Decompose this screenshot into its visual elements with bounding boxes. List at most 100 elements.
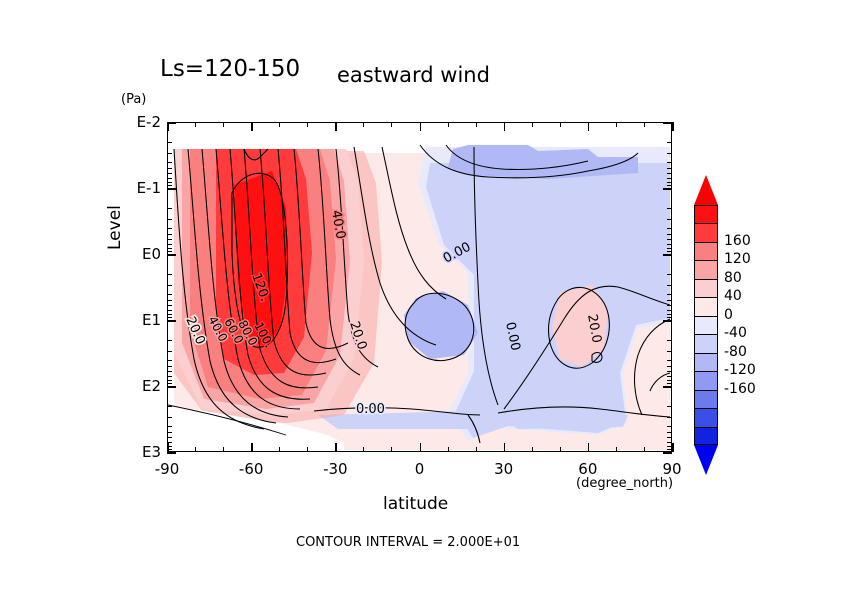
colorbar-band-9 — [694, 371, 718, 390]
y-minor-tick — [667, 219, 672, 221]
y-minor-tick — [667, 300, 672, 302]
y-minor-tick — [667, 285, 672, 287]
colorbar-tick-label-4: 0 — [724, 306, 733, 323]
y-minor-tick — [167, 239, 172, 241]
y-major-tick-3 — [167, 320, 176, 322]
y-axis-tick-label-4: E2 — [141, 377, 161, 395]
svg-text:40.0: 40.0 — [328, 209, 348, 240]
y-minor-tick — [167, 366, 172, 368]
y-minor-tick — [667, 379, 672, 381]
y-minor-tick — [667, 305, 672, 307]
x-minor-tick — [391, 122, 393, 127]
y-minor-tick — [167, 405, 172, 407]
x-minor-tick — [503, 447, 505, 452]
x-minor-tick — [587, 447, 589, 452]
y-minor-tick — [667, 141, 672, 143]
y-minor-tick — [667, 227, 672, 229]
y-minor-tick — [167, 184, 172, 186]
y-minor-tick — [667, 371, 672, 373]
y-major-tick-right-0 — [663, 122, 672, 124]
y-minor-tick — [667, 247, 672, 249]
svg-text:20.0: 20.0 — [584, 313, 604, 344]
y-minor-tick — [167, 359, 172, 361]
x-minor-tick — [167, 447, 168, 452]
y-minor-tick — [667, 309, 672, 311]
x-minor-tick — [559, 447, 561, 452]
y-minor-tick — [167, 371, 172, 373]
colorbar-band-2 — [694, 241, 718, 261]
colorbar-band-4 — [694, 278, 718, 298]
x-minor-tick — [559, 122, 561, 127]
x-minor-tick — [307, 447, 309, 452]
y-axis-tick-label-1: E-1 — [136, 179, 161, 197]
x-minor-tick — [475, 447, 477, 452]
y-minor-tick — [167, 300, 172, 302]
y-major-tick-right-5 — [663, 452, 672, 454]
x-axis-tick-label-0: -90 — [154, 460, 180, 478]
y-minor-tick — [667, 313, 672, 315]
colorbar-tick-label-8: -160 — [724, 380, 756, 397]
colorbar-tick-label-3: 40 — [724, 288, 742, 305]
y-minor-tick — [167, 351, 172, 353]
colorbar-tick-label-2: 80 — [724, 269, 742, 286]
y-minor-tick — [167, 293, 172, 295]
y-minor-tick — [167, 313, 172, 315]
colorbar-band-10 — [694, 389, 718, 409]
x-minor-tick — [587, 122, 589, 127]
colorbar: 160 120 80 40 0 -40 -80 -120 -160 — [694, 175, 756, 475]
y-minor-tick — [167, 141, 172, 143]
x-minor-tick — [531, 447, 533, 452]
y-minor-tick — [167, 243, 172, 245]
y-axis-tick-label-5: E3 — [141, 443, 161, 461]
y-minor-tick — [667, 161, 672, 163]
y-minor-tick — [667, 437, 672, 439]
y-minor-tick — [667, 417, 672, 419]
x-axis-tick-label-2: -30 — [323, 460, 348, 478]
colorbar-band-3 — [694, 260, 718, 279]
y-minor-tick — [167, 161, 172, 163]
x-minor-tick — [335, 122, 337, 127]
y-minor-tick — [167, 339, 172, 341]
y-major-tick-4 — [167, 386, 176, 388]
x-minor-tick — [335, 447, 337, 452]
colorbar-tick-label-0: 160 — [724, 232, 751, 249]
y-minor-tick — [667, 173, 672, 175]
y-major-tick-right-3 — [663, 320, 672, 322]
x-axis-tick-label-6: 90 — [662, 460, 682, 478]
plot-title-variable: eastward wind — [337, 63, 490, 87]
y-minor-tick — [167, 173, 172, 175]
y-major-tick-right-4 — [663, 386, 672, 388]
y-minor-tick — [667, 351, 672, 353]
y-minor-tick — [167, 316, 172, 318]
y-minor-tick — [167, 207, 172, 209]
y-axis-tick-label-0: E-2 — [136, 113, 161, 131]
y-minor-tick — [167, 250, 172, 252]
x-minor-tick — [447, 122, 449, 127]
y-minor-tick — [667, 316, 672, 318]
y-minor-tick — [667, 239, 672, 241]
y-minor-tick — [167, 305, 172, 307]
x-minor-tick — [419, 122, 421, 127]
x-minor-tick — [503, 122, 505, 127]
y-minor-tick — [167, 153, 172, 155]
plot-title-ls: Ls=120-150 — [160, 56, 301, 82]
y-major-tick-right-2 — [663, 254, 672, 256]
y-minor-tick — [167, 417, 172, 419]
x-axis-tick-label-1: -60 — [238, 460, 264, 478]
colorbar-band-0 — [694, 205, 718, 224]
y-major-tick-right-1 — [663, 188, 672, 190]
y-minor-tick — [167, 177, 172, 179]
y-minor-tick — [167, 432, 172, 434]
colorbar-band-5 — [694, 297, 718, 316]
y-minor-tick — [667, 184, 672, 186]
x-minor-tick — [615, 122, 617, 127]
y-axis-tick-label-3: E1 — [141, 311, 161, 329]
y-minor-tick — [667, 273, 672, 275]
svg-text:0.00: 0.00 — [356, 402, 385, 417]
y-minor-tick — [167, 379, 172, 381]
colorbar-low-cap — [694, 445, 718, 475]
x-minor-tick — [615, 447, 617, 452]
y-minor-tick — [667, 375, 672, 377]
y-minor-tick — [167, 448, 172, 450]
colorbar-tick-label-1: 120 — [724, 251, 751, 268]
